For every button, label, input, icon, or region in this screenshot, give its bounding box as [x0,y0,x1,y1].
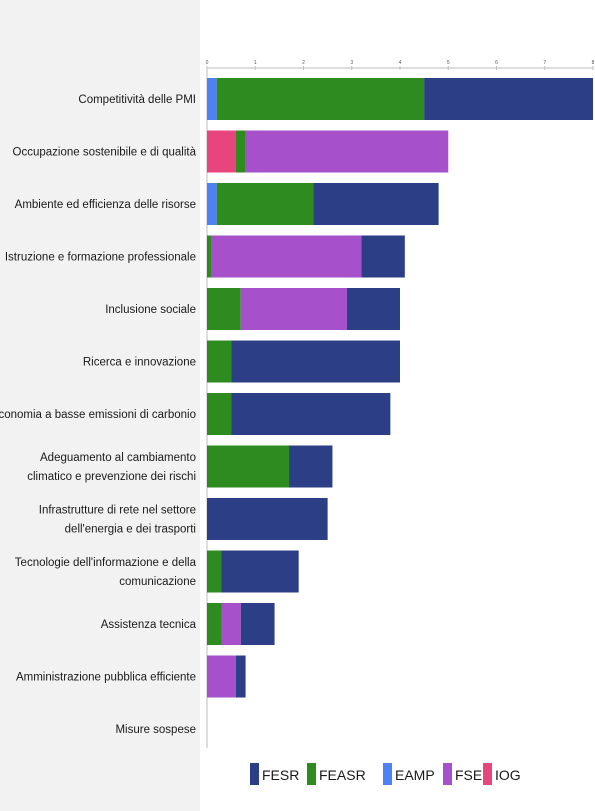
legend-label: FESR [262,767,299,783]
category-label: Tecnologie dell'informazione e della [15,557,197,569]
legend-swatch [443,763,452,785]
category-label: comunicazione [119,576,196,588]
category-label: Assistenza tecnica [101,619,197,631]
legend-item-feasr: FEASR [307,763,366,785]
x-tick-label: 8 [592,60,595,66]
bar-segment-feasr: FEASR: 2 [216,183,314,225]
legend-swatch [483,763,492,785]
legend-label: FEASR [319,767,366,783]
x-tick-label: 1 [254,60,257,66]
x-tick-label: 4 [399,60,402,66]
bar-segment-eamp: EAMP: 0.2 [207,78,217,120]
category-label: Misure sospese [115,724,196,736]
legend-swatch [250,763,259,785]
bar-segment-feasr: FEASR: 1.7 [207,445,290,488]
bar-segment-fse: FSE: 0.6 [207,655,236,698]
bars: EAMP: 0.2FEASR: 4.3FESR: 3.5IOG: 0.6FEAS… [207,78,593,698]
bar-segment-feasr: FEASR: 0.7 [207,288,241,330]
x-tick-label: 6 [495,60,498,66]
legend-label: IOG [495,767,521,783]
x-tick-label: 3 [350,60,353,66]
bar-segment-fesr: FESR: 2.5 [207,498,328,540]
legend-item-iog: IOG [483,763,521,785]
bar-segment-fesr: FESR: 0.9 [289,445,333,488]
category-label: Ambiente ed efficienza delle risorse [15,199,196,211]
bar-segment-feasr: FEASR: 0.2 [235,130,246,173]
category-label: Occupazione sostenibile e di qualità [13,147,197,159]
bar-segment-feasr: FEASR: 0.5 [207,393,232,435]
bar-segment-feasr: FEASR: 4.3 [216,78,425,120]
legend-swatch [307,763,316,785]
bar-segment-feasr: FEASR: 0.5 [207,340,232,383]
bar-segment-fse: FSE: 3.1 [211,235,362,278]
bar-segment-fse: FSE: 4.2 [245,130,449,173]
legend-item-fse: FSE [443,763,482,785]
category-label: Adeguamento al cambiamento [40,452,196,464]
bar-segment-iog: IOG: 0.6 [207,130,236,173]
bar-segment-feasr: FEASR: 0.1 [207,235,212,278]
category-label: Inclusione sociale [105,304,196,316]
category-label: Competitività delle PMI [78,94,196,106]
bar-segment-feasr: FEASR: 0.3 [207,550,222,593]
category-label: Amministrazione pubblica efficiente [16,672,196,684]
bar-segment-fesr: FESR: 3.3 [231,393,391,435]
bar-segment-eamp: EAMP: 0.2 [207,183,217,225]
x-tick-label: 7 [543,60,546,66]
bar-segment-fesr: FESR: 0.9 [361,235,405,278]
legend: FESR FEASR EAMP FSE IOG [250,763,521,785]
bar-segment-fesr: FESR: 1.1 [346,288,400,330]
legend-item-eamp: EAMP [383,763,435,785]
category-label: climatico e prevenzione dei rischi [27,471,196,483]
legend-swatch [383,763,392,785]
bar-segment-fesr: FESR: 0.7 [240,603,275,645]
bar-segment-fesr: FESR: 0.2 [235,655,246,698]
bar-segment-fesr: FESR: 3.5 [231,340,400,383]
legend-item-fesr: FESR [250,763,299,785]
category-label: Ricerca e innovazione [83,357,196,369]
bar-segment-fesr: FESR: 3.5 [424,78,593,120]
bar-segment-fesr: FESR: 1.6 [221,550,299,593]
bar-segment-fse: FSE: 0.4 [221,603,241,645]
x-tick-label: 2 [302,60,305,66]
bar-segment-fse: FSE: 2.2 [240,288,347,330]
category-label: Infrastrutture di rete nel settore [39,505,196,517]
x-tick-label: 5 [447,60,450,66]
category-labels: Competitività delle PMI Occupazione soste… [0,94,197,736]
category-label: Istruzione e formazione professionale [5,252,196,264]
legend-label: FSE [455,767,482,783]
x-tick-label: 0 [206,60,209,66]
bar-segment-fesr: FESR: 2.6 [313,183,439,225]
label-panel-background [0,0,200,811]
legend-label: EAMP [395,767,435,783]
bar-segment-feasr: FEASR: 0.3 [207,603,222,645]
category-label: Economia a basse emissioni di carbonio [0,409,196,421]
category-label: dell'energia e dei trasporti [65,524,196,536]
